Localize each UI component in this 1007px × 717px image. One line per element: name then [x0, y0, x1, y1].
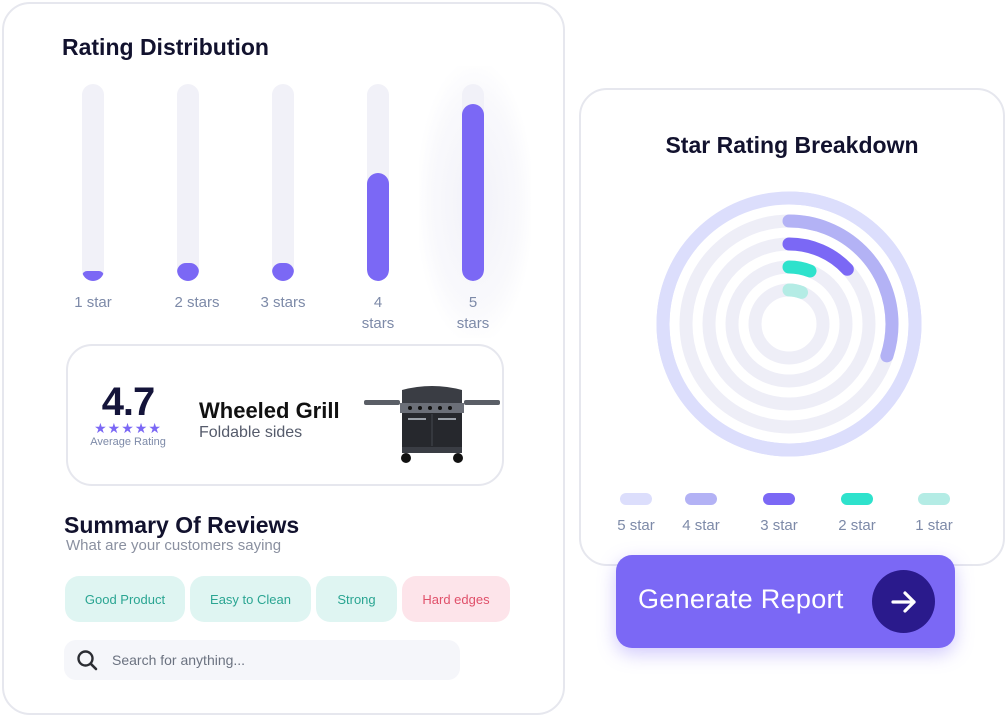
legend-swatch	[763, 493, 795, 505]
legend-label: 1 star	[915, 517, 953, 534]
rating-bar	[82, 84, 104, 281]
rating-bar	[367, 84, 389, 281]
tag-strong[interactable]: Strong	[316, 576, 397, 622]
rating-bar-label-line: 2 stars	[174, 294, 220, 311]
product-subtitle: Foldable sides	[199, 424, 303, 441]
search-bar[interactable]	[64, 640, 460, 680]
rating-bar-label-line: 3 stars	[260, 294, 306, 311]
legend-label: 3 star	[760, 517, 798, 534]
breakdown-title: Star Rating Breakdown	[665, 132, 919, 158]
ring-arc	[725, 260, 853, 388]
rating-bar	[462, 84, 484, 281]
legend-swatch	[620, 493, 652, 505]
legend-label: 4 star	[682, 517, 720, 534]
generate-report-button[interactable]: Generate Report	[616, 555, 955, 648]
search-input[interactable]	[112, 640, 442, 680]
ring-arc	[656, 191, 922, 457]
product-name: Wheeled Grill	[199, 398, 340, 423]
search-icon	[77, 650, 98, 671]
grill-icon	[364, 386, 500, 463]
distribution-title: Rating Distribution	[62, 34, 269, 60]
rating-bar-fill	[272, 263, 294, 281]
product-card[interactable]: 4.7 ★★★★★ Average Rating Wheeled Grill F…	[66, 344, 504, 486]
ring-arc	[702, 237, 876, 411]
legend-item: 5 star	[601, 493, 671, 534]
average-rating-stars-icon: ★★★★★	[94, 420, 162, 436]
rating-bar	[272, 84, 294, 281]
rating-bar-label: 5 stars	[428, 292, 518, 334]
legend-item: 1 star	[899, 493, 969, 534]
rating-bar-label-line: 5	[468, 294, 478, 311]
legend-item: 2 star	[822, 493, 892, 534]
breakdown-card: Star Rating Breakdown 5 star 4 star 3 star…	[579, 88, 1005, 566]
tag-hard-edges[interactable]: Hard edges	[402, 576, 510, 622]
legend-swatch	[918, 493, 950, 505]
rating-bar-fill	[82, 271, 104, 281]
summary-title: Summary Of Reviews	[64, 512, 300, 538]
rating-bar-label-line: stars	[361, 315, 395, 332]
legend-item: 3 star	[744, 493, 814, 534]
ring-track	[748, 283, 830, 365]
rating-bar-track	[272, 84, 294, 281]
summary-subtitle: What are your customers saying	[66, 537, 282, 554]
rating-bar-fill	[462, 104, 484, 281]
rating-bar-label: 2 stars	[152, 292, 242, 313]
rating-bar-label: 3 stars	[238, 292, 328, 313]
rating-bar-label-line: stars	[456, 315, 490, 332]
legend-item: 4 star	[666, 493, 736, 534]
legend-swatch	[841, 493, 873, 505]
rating-bar-track	[82, 84, 104, 281]
rating-bar-fill	[177, 263, 199, 281]
generate-report-label: Generate Report	[638, 584, 844, 614]
ring-arc	[748, 283, 830, 365]
legend-swatch	[685, 493, 717, 505]
rating-bar-label: 1 star	[48, 292, 138, 313]
average-rating-label: Average Rating	[90, 436, 166, 448]
rating-dashboard-card: Rating Distribution 1 star 2 stars 3 stars…	[2, 2, 565, 715]
rating-bar	[177, 84, 199, 281]
rating-bar-label-line: 4	[373, 294, 383, 311]
legend-label: 2 star	[838, 517, 876, 534]
tag-good-product[interactable]: Good Product	[65, 576, 185, 622]
rating-bar-track	[367, 84, 389, 281]
rating-bar-label-line: 1 star	[74, 294, 112, 311]
rating-bar-label: 4 stars	[333, 292, 423, 334]
rating-bar-track	[462, 84, 484, 281]
average-rating-value: 4.7	[101, 380, 156, 424]
legend-label: 5 star	[617, 517, 655, 534]
ring-arc	[679, 214, 899, 434]
rating-bar-track	[177, 84, 199, 281]
rating-bar-fill	[367, 173, 389, 281]
arrow-right-icon	[872, 570, 935, 633]
rating-rings-chart	[656, 191, 922, 457]
tag-easy-to-clean[interactable]: Easy to Clean	[190, 576, 311, 622]
